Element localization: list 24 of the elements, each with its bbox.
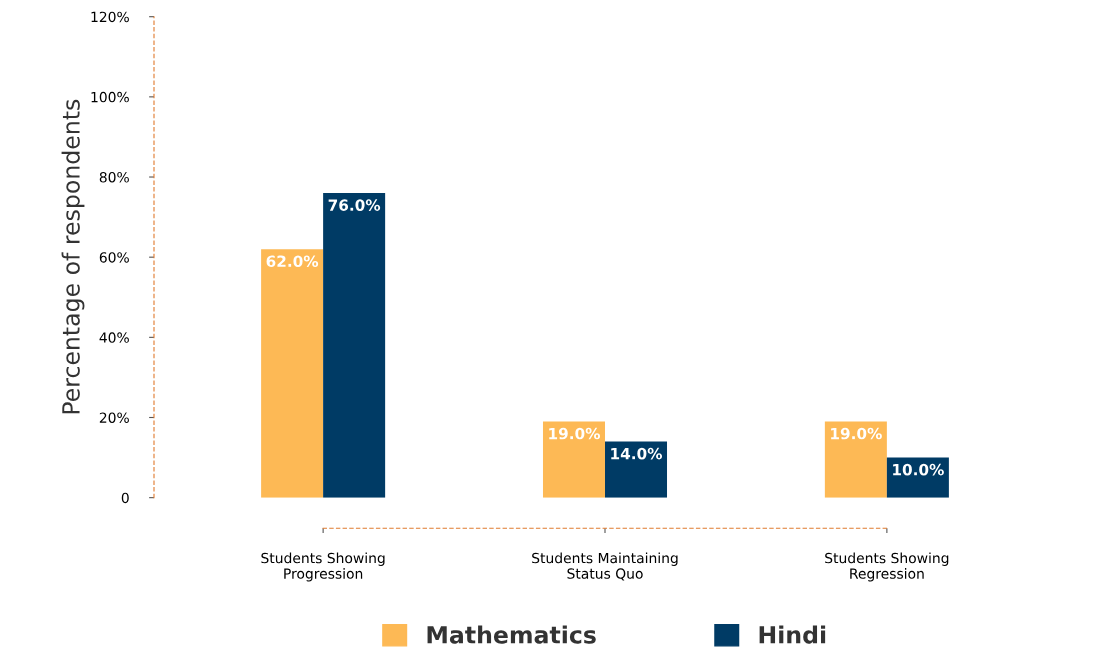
data-label: 19.0% [549,427,601,440]
bar [261,249,324,498]
x-tick-label: Students Showing Regression [825,552,949,582]
bar [542,421,605,498]
y-tick-label: 20% [99,412,129,423]
y-tick-label: 60% [99,252,129,263]
legend-label: Hindi [759,625,826,644]
data-label: 10.0% [893,463,944,476]
data-label: 14.0% [611,447,663,460]
data-label: 76.0% [328,199,381,211]
x-tick-label: Students Showing Progression [261,552,385,582]
data-label: 62.0% [266,255,319,267]
y-tick-label: 0 [121,492,129,504]
y-tick-label: 80% [99,171,129,183]
y-axis-title: Percentage of respondents [61,99,85,414]
legend-label: Mathematics [427,625,596,644]
bar [605,441,668,498]
x-tick-label: Students Maintaining Status Quo [532,552,678,581]
data-label: 19.0% [831,427,882,440]
y-tick-label: 100% [91,91,129,103]
bar [323,193,386,498]
y-tick-label: 120% [91,11,129,23]
bar [824,421,887,498]
y-tick-label: 40% [99,332,129,343]
